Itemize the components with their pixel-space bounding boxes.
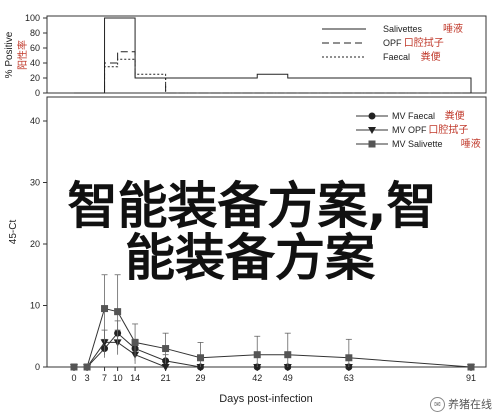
bottom-point-mv-salivette [197, 354, 205, 362]
bottom-legend-label-cn: 粪便 [445, 109, 465, 122]
bottom-ytick-label: 20 [30, 239, 40, 249]
bottom-xtick-label: 29 [196, 373, 206, 383]
bottom-point-mv-salivette [101, 305, 109, 313]
top-ytick-label: 40 [30, 58, 40, 68]
bottom-xtick-label: 7 [102, 373, 107, 383]
bottom-legend-marker [368, 140, 376, 148]
bottom-legend-label-cn: 唾液 [461, 137, 481, 150]
bottom-xtick-label: 14 [130, 373, 140, 383]
bottom-point-mv-opf [196, 364, 205, 371]
bottom-point-mv-opf [161, 364, 170, 371]
bottom-ylabel: 45-Ct [8, 220, 19, 245]
bottom-point-mv-salivette [284, 351, 292, 359]
top-legend-label: OPF [383, 38, 402, 48]
top-series-line-faecal [74, 58, 471, 94]
bottom-point-mv-salivette [467, 363, 475, 371]
wechat-icon: ✉ [430, 397, 445, 412]
bottom-point-mv-opf [344, 364, 353, 371]
bottom-point-mv-salivette [131, 338, 139, 346]
bottom-point-mv-opf [283, 364, 292, 371]
watermark-text: 养猪在线 [448, 397, 492, 411]
bottom-ytick-label: 40 [30, 116, 40, 126]
bottom-xtick-label: 21 [161, 373, 171, 383]
top-ytick-label: 60 [30, 43, 40, 53]
bottom-xtick-label: 0 [71, 373, 76, 383]
bottom-point-mv-opf [100, 339, 109, 347]
top-ytick-label: 100 [25, 13, 40, 23]
top-legend-label: Faecal [383, 52, 410, 62]
bottom-point-mv-salivette [253, 351, 261, 359]
top-ylabel: % Positive [4, 31, 15, 78]
top-legend-label-cn: 口腔拭子 [404, 36, 444, 49]
bottom-point-mv-opf [253, 364, 262, 371]
top-ylabel-cn: 阳性率 [16, 40, 29, 70]
top-ytick-label: 0 [35, 88, 40, 98]
bottom-ytick-label: 30 [30, 178, 40, 188]
bottom-point-mv-salivette [162, 345, 170, 353]
bottom-xtick-label: 91 [466, 373, 476, 383]
bottom-xlabel: Days post-infection [219, 393, 313, 405]
bottom-legend-label-cn: 口腔拭子 [428, 123, 468, 136]
bottom-ytick-label: 10 [30, 301, 40, 311]
bottom-xtick-label: 49 [283, 373, 293, 383]
top-legend-label-cn: 唾液 [443, 22, 463, 35]
bottom-ytick-label: 0 [35, 362, 40, 372]
bottom-point-mv-salivette [345, 354, 353, 362]
bottom-plot-frame [46, 96, 487, 368]
bottom-point-mv-salivette [70, 363, 78, 371]
top-series-line-opf [74, 51, 471, 94]
bottom-xtick-label: 10 [113, 373, 123, 383]
top-legend-label: Salivettes [383, 24, 423, 34]
bottom-legend-marker [368, 112, 376, 120]
top-ytick-label: 80 [30, 28, 40, 38]
bottom-point-mv-salivette [114, 308, 122, 316]
bottom-legend-marker [368, 127, 376, 134]
bottom-legend-label: MV Salivette [392, 139, 443, 149]
bottom-legend-label: MV Faecal [392, 111, 435, 121]
bottom-series-line-mv-salivette [74, 307, 472, 368]
top-legend-label-cn: 粪便 [421, 50, 441, 63]
bottom-xtick-label: 42 [252, 373, 262, 383]
bottom-point-mv-salivette [83, 363, 91, 371]
top-series-line-salivettes [74, 17, 472, 94]
top-ytick-label: 20 [30, 73, 40, 83]
bottom-legend-label: MV OPF [392, 125, 427, 135]
bottom-xtick-label: 63 [344, 373, 354, 383]
watermark: ✉ 养猪在线 [430, 396, 492, 412]
bottom-xtick-label: 3 [85, 373, 90, 383]
